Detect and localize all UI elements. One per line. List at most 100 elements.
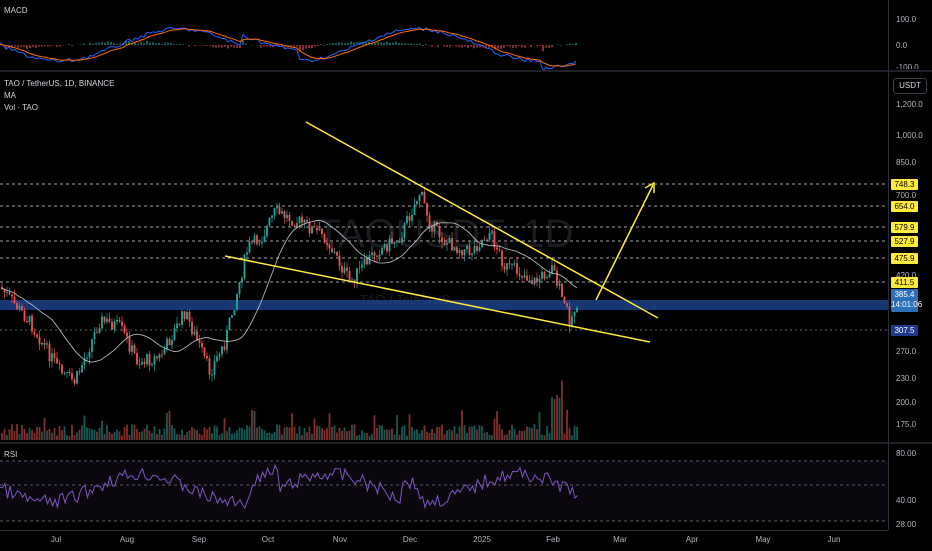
volume-bar xyxy=(249,426,251,440)
volume-bar xyxy=(401,427,403,440)
volume-bar xyxy=(281,435,283,440)
volume-bar xyxy=(219,435,221,440)
candle-body xyxy=(299,217,301,223)
candle-body xyxy=(426,203,428,215)
candle-body xyxy=(186,312,188,319)
candle-body xyxy=(159,354,161,358)
candle-body xyxy=(181,311,183,325)
candle-body xyxy=(239,282,241,294)
macd-pane[interactable]: MACD xyxy=(0,0,888,70)
volume-bar xyxy=(116,429,118,440)
main-chart-pane[interactable]: TAOUSDT, 1D TAO / TetherUS TAO / TetherU… xyxy=(0,72,888,442)
candle-body xyxy=(564,297,566,303)
rsi-pane[interactable]: RSI xyxy=(0,444,888,530)
candle-body xyxy=(134,345,136,353)
volume-indicator-label[interactable]: Vol · TAO xyxy=(4,103,38,112)
volume-bar xyxy=(456,434,458,440)
symbol-title[interactable]: TAO / TetherUS, 1D, BINANCE xyxy=(4,79,114,88)
macd-hist-bar xyxy=(551,45,552,47)
time-tick: Aug xyxy=(120,535,134,544)
support-level-badge: 307.5 xyxy=(891,325,918,336)
macd-hist-bar xyxy=(353,42,354,45)
candle-body xyxy=(311,226,313,233)
volume-bar xyxy=(29,428,31,440)
candle-body xyxy=(359,268,361,269)
volume-bar xyxy=(519,430,521,440)
macd-hist-bar xyxy=(437,45,438,47)
macd-hist-bar xyxy=(476,45,477,48)
time-tick: Jul xyxy=(51,535,61,544)
candle-body xyxy=(534,278,536,284)
candle-body xyxy=(111,322,113,330)
volume-bar xyxy=(484,433,486,440)
candle-body xyxy=(204,347,206,356)
volume-bar xyxy=(501,429,503,440)
volume-bar xyxy=(91,429,93,440)
candle-body xyxy=(234,310,236,316)
volume-bar xyxy=(399,435,401,440)
macd-hist-bar xyxy=(572,44,573,45)
macd-hist-bar xyxy=(464,45,465,47)
candle-body xyxy=(331,248,333,252)
volume-bar xyxy=(264,430,266,440)
currency-selector[interactable]: USDT xyxy=(893,78,927,94)
wedge-lower-trendline[interactable] xyxy=(225,256,650,342)
volume-bar xyxy=(139,432,141,440)
volume-bar xyxy=(509,430,511,440)
candle-body xyxy=(539,279,541,282)
volume-bar xyxy=(149,431,151,440)
candle-body xyxy=(471,253,473,255)
candle-body xyxy=(514,263,516,264)
volume-bar xyxy=(469,427,471,440)
breakout-arrow-line[interactable] xyxy=(596,185,653,300)
candle-body xyxy=(16,303,18,309)
volume-bar xyxy=(366,433,368,440)
macd-hist-bar xyxy=(47,45,48,47)
macd-hist-bar xyxy=(113,43,114,45)
price-tick: 700.0 xyxy=(896,191,916,200)
candle-body xyxy=(391,238,393,243)
volume-bar xyxy=(26,433,28,440)
candle-body xyxy=(301,217,303,223)
candle-body xyxy=(434,221,436,231)
volume-bar xyxy=(274,432,276,440)
candle-body xyxy=(291,221,293,226)
volume-bar xyxy=(524,431,526,440)
macd-hist-bar xyxy=(392,42,393,45)
macd-hist-bar xyxy=(410,43,411,45)
volume-bar xyxy=(434,433,436,440)
macd-hist-bar xyxy=(302,45,303,50)
volume-bar xyxy=(491,435,493,440)
volume-bar xyxy=(96,432,98,440)
volume-bar xyxy=(379,425,381,440)
candle-body xyxy=(341,266,343,273)
ma-indicator-label[interactable]: MA xyxy=(4,91,16,100)
volume-bar xyxy=(46,431,48,440)
volume-bar xyxy=(569,428,571,440)
macd-hist-bar xyxy=(230,45,231,47)
candle-body xyxy=(34,332,36,335)
volume-bar xyxy=(526,426,528,440)
volume-bar xyxy=(204,427,206,440)
candle-body xyxy=(201,343,203,347)
macd-hist-bar xyxy=(371,44,372,45)
macd-hist-bar xyxy=(383,43,384,45)
last-price-value: 385.4 xyxy=(891,290,918,300)
volume-bar xyxy=(351,425,353,440)
volume-bar xyxy=(529,427,531,440)
volume-bar xyxy=(11,424,13,440)
candle-body xyxy=(419,195,421,201)
candle-body xyxy=(151,364,153,365)
volume-bar xyxy=(246,425,248,440)
candle-body xyxy=(461,250,463,255)
level-badge-654: 654.0 xyxy=(891,201,918,212)
candle-body xyxy=(146,354,148,364)
volume-bar xyxy=(186,432,188,440)
candle-body xyxy=(256,235,258,244)
volume-bar xyxy=(194,429,196,440)
candle-body xyxy=(389,238,391,251)
volume-bar xyxy=(441,425,443,440)
macd-hist-bar xyxy=(17,45,18,48)
candle-body xyxy=(381,248,383,255)
volume-bar xyxy=(564,434,566,440)
